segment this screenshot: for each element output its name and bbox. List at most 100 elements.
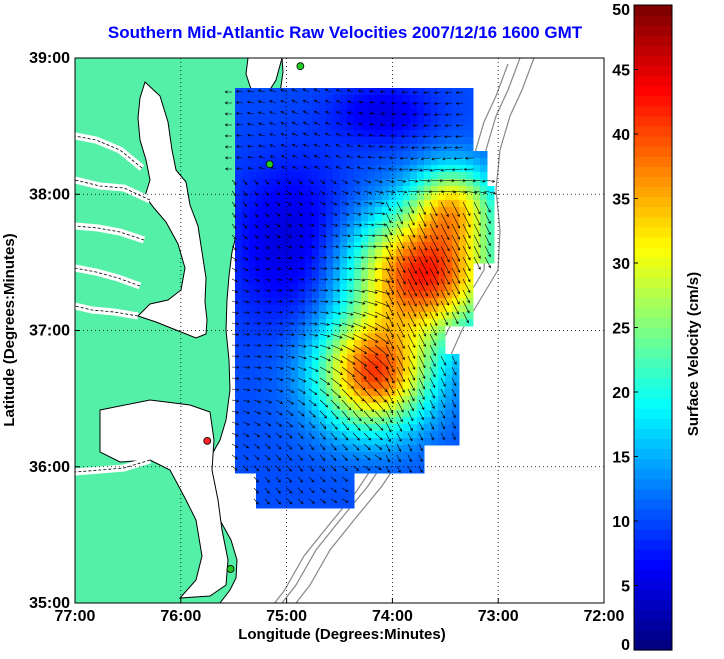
velocity-cell bbox=[263, 333, 271, 341]
velocity-vector bbox=[246, 122, 255, 126]
velocity-cell bbox=[354, 396, 362, 404]
velocity-cell bbox=[263, 235, 271, 243]
velocity-vector bbox=[286, 256, 293, 260]
colorbar-segment bbox=[634, 55, 672, 67]
colorbar-segment bbox=[634, 367, 672, 379]
velocity-cell bbox=[319, 396, 327, 404]
velocity-cell bbox=[452, 102, 460, 110]
velocity-cell bbox=[291, 333, 299, 341]
velocity-cell bbox=[389, 186, 397, 194]
velocity-cell bbox=[410, 116, 418, 124]
velocity-vector bbox=[264, 289, 272, 293]
velocity-vector bbox=[363, 311, 378, 318]
velocity-cell bbox=[473, 165, 481, 173]
velocity-cell bbox=[319, 228, 327, 236]
x-tick-label: 76:00 bbox=[160, 608, 201, 625]
velocity-cell bbox=[298, 158, 306, 166]
velocity-vector bbox=[418, 388, 425, 400]
velocity-cell bbox=[298, 305, 306, 313]
velocity-vector bbox=[257, 89, 266, 93]
velocity-cell bbox=[333, 431, 341, 439]
velocity-vector bbox=[396, 311, 405, 328]
velocity-cell bbox=[403, 291, 411, 299]
velocity-cell bbox=[487, 207, 495, 215]
velocity-cell bbox=[368, 466, 376, 474]
velocity-cell bbox=[417, 459, 425, 467]
velocity-cell bbox=[431, 389, 439, 397]
velocity-cell bbox=[480, 249, 488, 257]
velocity-cell bbox=[445, 382, 453, 390]
velocity-cell bbox=[298, 438, 306, 446]
velocity-cell bbox=[249, 200, 257, 208]
velocity-vector bbox=[356, 155, 365, 159]
velocity-vector bbox=[429, 278, 439, 297]
velocity-cell bbox=[438, 333, 446, 341]
velocity-cell bbox=[305, 487, 313, 495]
velocity-cell bbox=[305, 256, 313, 264]
velocity-cell bbox=[361, 403, 369, 411]
velocity-vector bbox=[396, 234, 405, 249]
velocity-cell bbox=[312, 494, 320, 502]
velocity-cell bbox=[410, 459, 418, 467]
velocity-vector bbox=[231, 343, 240, 347]
velocity-cell bbox=[445, 144, 453, 152]
velocity-cell bbox=[319, 368, 327, 376]
velocity-cell bbox=[466, 179, 474, 187]
velocity-cell bbox=[354, 102, 362, 110]
velocity-cell bbox=[340, 130, 348, 138]
velocity-cell bbox=[249, 179, 257, 187]
velocity-vector bbox=[275, 321, 284, 325]
velocity-cell bbox=[249, 158, 257, 166]
velocity-vector bbox=[418, 212, 427, 227]
velocity-cell bbox=[410, 193, 418, 201]
colorbar-segment bbox=[634, 125, 672, 137]
velocity-cell bbox=[361, 200, 369, 208]
velocity-cell bbox=[452, 137, 460, 145]
velocity-cell bbox=[396, 144, 404, 152]
velocity-vector bbox=[308, 223, 315, 227]
velocity-cell bbox=[487, 186, 495, 194]
velocity-cell bbox=[417, 270, 425, 278]
velocity-vector bbox=[242, 443, 250, 449]
velocity-cell bbox=[361, 347, 369, 355]
velocity-vector bbox=[419, 168, 431, 172]
velocity-cell bbox=[445, 109, 453, 117]
velocity-cell bbox=[312, 158, 320, 166]
velocity-cell bbox=[424, 256, 432, 264]
colorbar-segment bbox=[634, 65, 672, 77]
velocity-cell bbox=[375, 354, 383, 362]
velocity-cell bbox=[396, 284, 404, 292]
velocity-cell bbox=[333, 375, 341, 383]
velocity-cell bbox=[263, 326, 271, 334]
velocity-vector bbox=[418, 234, 428, 251]
velocity-vector bbox=[418, 333, 426, 348]
velocity-vector bbox=[319, 179, 326, 184]
velocity-cell bbox=[375, 95, 383, 103]
velocity-cell bbox=[326, 403, 334, 411]
velocity-vectors bbox=[224, 88, 497, 505]
velocity-vector bbox=[242, 267, 249, 271]
velocity-cell bbox=[256, 354, 264, 362]
velocity-cell bbox=[298, 403, 306, 411]
velocity-cell bbox=[389, 305, 397, 313]
velocity-vector bbox=[308, 311, 318, 315]
velocity-cell bbox=[298, 151, 306, 159]
velocity-cell bbox=[256, 193, 264, 201]
velocity-vector bbox=[385, 300, 394, 317]
velocity-cell bbox=[452, 193, 460, 201]
velocity-cell bbox=[361, 410, 369, 418]
velocity-cell bbox=[291, 326, 299, 334]
velocity-vector bbox=[319, 300, 329, 304]
velocity-cell bbox=[361, 396, 369, 404]
velocity-vector bbox=[231, 179, 237, 186]
velocity-vector bbox=[444, 91, 453, 95]
velocity-cell bbox=[340, 95, 348, 103]
velocity-vector bbox=[319, 201, 326, 206]
velocity-cell bbox=[319, 109, 327, 117]
velocity-cell bbox=[284, 123, 292, 131]
velocity-cell bbox=[466, 123, 474, 131]
velocity-cell bbox=[242, 221, 250, 229]
velocity-cell bbox=[452, 130, 460, 138]
velocity-cell bbox=[396, 431, 404, 439]
velocity-cell bbox=[312, 179, 320, 187]
